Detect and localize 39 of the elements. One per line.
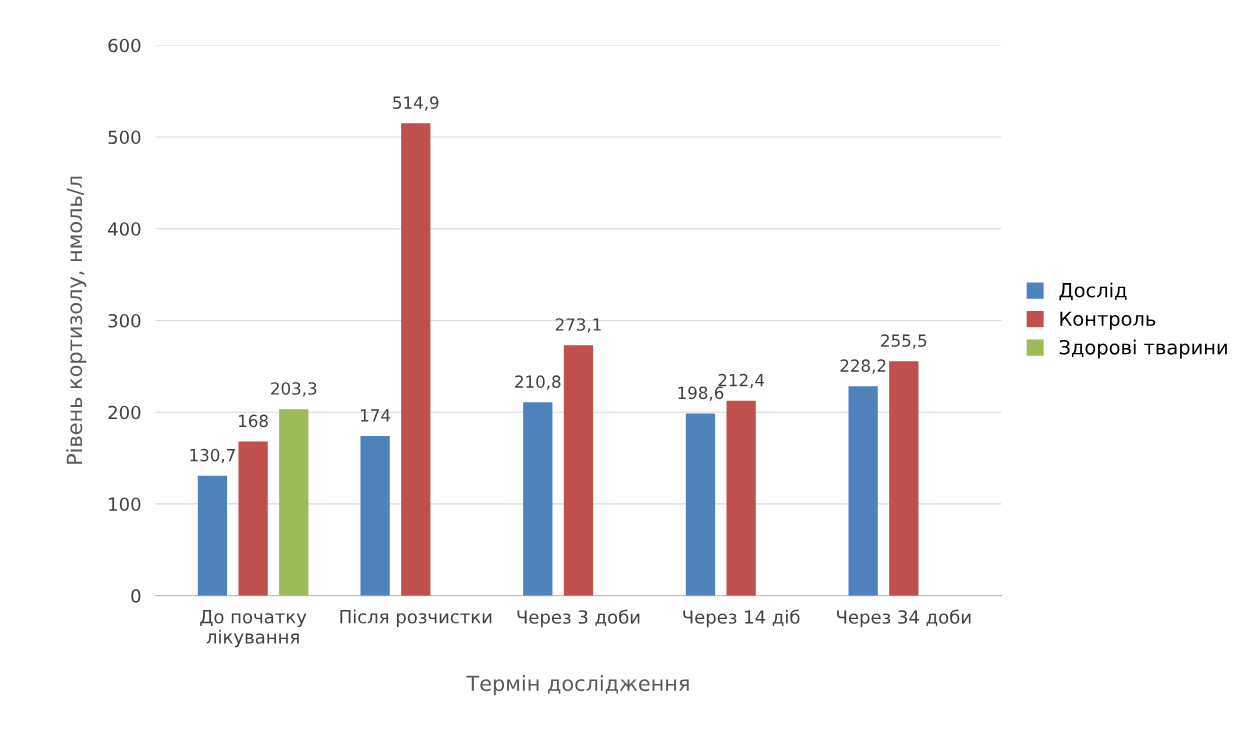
bar (563, 345, 594, 596)
bar (279, 409, 309, 596)
legend-label: Здорові тварини (1059, 339, 1227, 359)
data-label: 130,7 (190, 448, 235, 464)
bar (401, 123, 431, 596)
y-tick-label: 200 (108, 405, 141, 420)
x-tick-label: До початку лікування (200, 610, 307, 648)
x-tick-label: Через 34 доби (837, 609, 971, 628)
data-label: 212,4 (718, 373, 765, 389)
bar (197, 475, 228, 596)
y-tick-label: 100 (109, 497, 141, 512)
data-label: 203,3 (271, 382, 317, 397)
y-tick-label: 500 (108, 130, 141, 145)
y-tick-label: 400 (108, 222, 141, 236)
y-axis-title: Рівень кортизолу, нмоль/л (66, 176, 87, 464)
data-label: 255,5 (881, 334, 927, 349)
y-tick-label: 300 (108, 313, 141, 328)
y-tick-label: 600 (108, 38, 141, 53)
bar (523, 402, 553, 596)
bar (360, 436, 390, 596)
bar (726, 400, 756, 596)
x-axis-title: Термін дослідження (466, 675, 689, 696)
data-label: 210,8 (515, 375, 561, 390)
legend-label: Контроль (1060, 311, 1156, 330)
legend-label: Дослід (1059, 282, 1127, 301)
data-label: 198,6 (678, 386, 724, 401)
bar (848, 386, 878, 596)
bar (889, 361, 919, 596)
x-tick-label: Після розчистки (340, 609, 492, 628)
x-tick-label: Через 3 доби (517, 609, 640, 628)
data-label: 228,2 (840, 359, 886, 374)
data-label: 273,1 (555, 318, 601, 333)
y-tick-label: 0 (131, 589, 141, 603)
data-label: 514,9 (393, 96, 439, 111)
data-label: 174 (361, 409, 391, 422)
bar (685, 413, 716, 596)
data-label: 168 (239, 414, 268, 428)
x-tick-label: Через 14 діб (683, 609, 800, 628)
bar (238, 441, 268, 596)
